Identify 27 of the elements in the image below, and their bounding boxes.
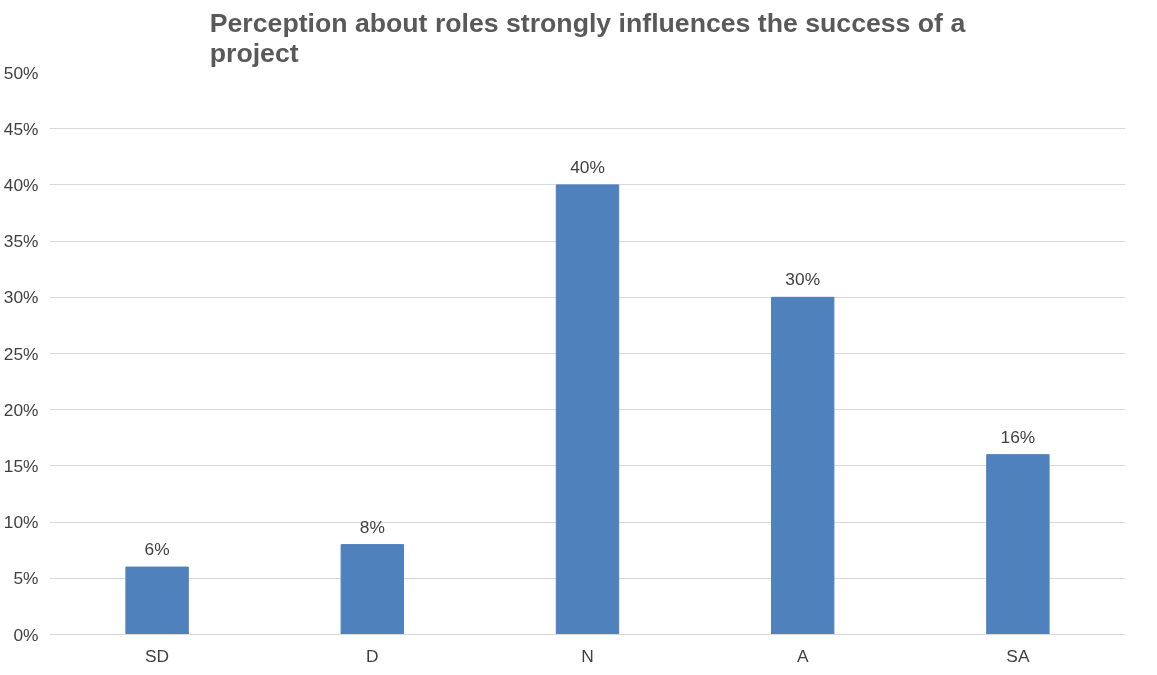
y-tick-label: 20% [3, 399, 39, 420]
y-tick-label: 40% [3, 174, 39, 195]
y-tick-label: 0% [13, 624, 39, 645]
bar [555, 184, 620, 635]
y-tick-label: 15% [3, 455, 39, 476]
x-tick-label: D [366, 645, 379, 666]
bar [125, 566, 189, 635]
y-tick-label: 50% [3, 62, 39, 83]
bar [986, 454, 1050, 635]
data-label: 6% [144, 539, 170, 560]
bar [340, 544, 404, 635]
data-label: 40% [570, 156, 605, 177]
x-tick-label: SD [145, 645, 170, 666]
y-tick-label: 5% [13, 568, 39, 589]
x-tick-label: SA [1006, 645, 1030, 666]
chart-title: Perception about roles strongly influences the success of a project [209, 7, 966, 68]
y-tick-label: 30% [3, 287, 39, 308]
y-tick-label: 25% [3, 343, 39, 364]
data-label: 8% [359, 516, 385, 537]
bar [771, 296, 835, 635]
y-tick-label: 45% [3, 118, 39, 139]
y-tick-label: 10% [3, 512, 39, 533]
y-tick-label: 35% [3, 231, 39, 252]
data-label: 16% [1000, 426, 1036, 447]
data-label: 30% [785, 269, 821, 290]
x-tick-label: A [796, 645, 809, 666]
x-tick-label: N [581, 645, 594, 666]
